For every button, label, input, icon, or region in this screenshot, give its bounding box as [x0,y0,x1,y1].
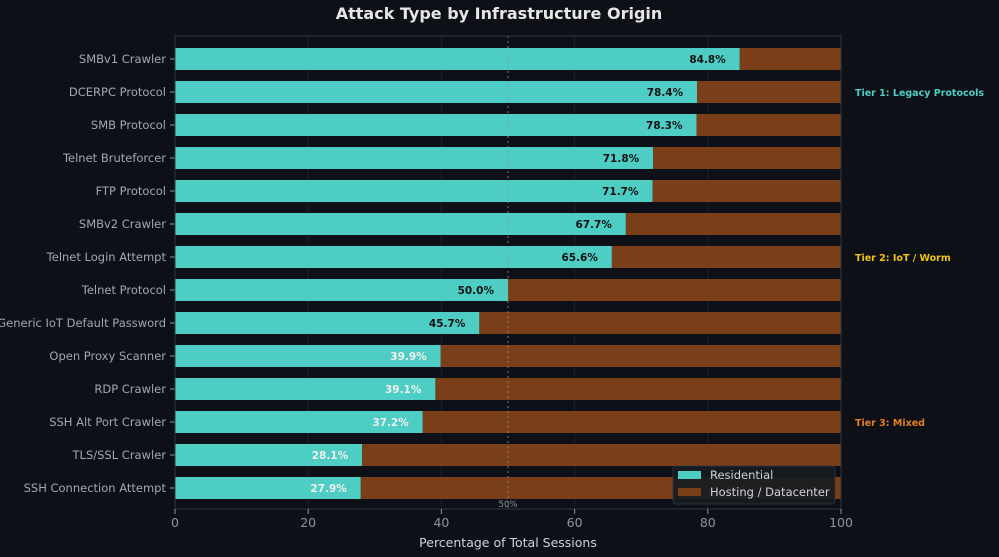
data-label: 39.9% [390,351,427,363]
y-tick-label: DCERPC Protocol [69,85,166,99]
bar-residential [175,246,612,268]
y-tick-label: Telnet Bruteforcer [62,151,166,165]
bar-residential [175,48,740,70]
data-label: 84.8% [689,54,726,66]
data-label: 71.8% [603,153,640,165]
bar-hosting [435,378,841,400]
bar-hosting [508,279,841,301]
y-tick-label: Telnet Login Attempt [46,250,167,264]
bar-hosting [422,411,841,433]
bar-hosting [739,48,841,70]
reference-line-label: 50% [499,500,518,510]
bar-residential [175,378,436,400]
data-label: 50.0% [458,285,495,297]
bar-residential [175,444,363,466]
x-tick-label: 0 [171,515,179,530]
y-tick-label: Open Proxy Scanner [49,349,166,363]
x-axis-label: Percentage of Total Sessions [419,535,597,550]
bar-residential [175,147,654,169]
tier-annotation: Tier 1: Legacy Protocols [855,88,984,99]
y-tick-label: FTP Protocol [96,184,166,198]
bar-residential [175,477,361,499]
data-label: 28.1% [312,450,349,462]
bar-residential [175,81,698,103]
y-tick-label: SSH Alt Port Crawler [49,415,166,429]
bar-hosting [611,246,841,268]
bar-hosting [479,312,841,334]
y-tick-label: Telnet Protocol [81,283,166,297]
bar-residential [175,279,508,301]
x-tick-label: 40 [433,515,449,530]
bar-hosting [697,81,841,103]
data-label: 27.9% [310,483,347,495]
data-label: 78.4% [647,87,684,99]
bar-hosting [362,444,841,466]
y-tick-label: TLS/SSL Crawler [72,448,167,462]
y-tick-label: Generic IoT Default Password [0,316,166,330]
data-label: 45.7% [429,318,466,330]
x-tick-label: 20 [300,515,316,530]
y-tick-label: SMB Protocol [91,118,166,132]
legend-label: Hosting / Datacenter [710,485,830,499]
data-label: 39.1% [385,384,422,396]
y-tick-label: SMBv2 Crawler [79,217,166,231]
bar-residential [175,213,626,235]
y-tick-label: RDP Crawler [94,382,166,396]
legend-swatch [678,488,701,496]
legend-box [672,465,836,505]
y-tick-label: SMBv1 Crawler [79,52,166,66]
bar-hosting [696,114,841,136]
bar-hosting [625,213,841,235]
bar-hosting [440,345,841,367]
legend-swatch [678,471,701,479]
y-tick-label: SSH Connection Attempt [24,481,167,495]
bar-residential [175,114,697,136]
x-tick-label: 100 [829,515,853,530]
x-tick-label: 60 [567,515,583,530]
plot-frame [174,35,842,510]
data-label: 78.3% [646,120,683,132]
tier-annotation: Tier 2: IoT / Worm [855,253,951,264]
bar-residential [175,180,653,202]
bar-hosting [653,147,841,169]
data-label: 37.2% [372,417,409,429]
bar-hosting [652,180,841,202]
bar-residential [175,312,480,334]
bar-residential [175,411,423,433]
data-label: 65.6% [561,252,598,264]
bar-residential [175,345,441,367]
x-tick-label: 80 [700,515,716,530]
tier-annotation: Tier 3: Mixed [855,418,925,429]
data-label: 71.7% [602,186,639,198]
data-label: 67.7% [575,219,612,231]
chart-title: Attack Type by Infrastructure Origin [336,4,663,23]
legend-label: Residential [710,468,773,482]
